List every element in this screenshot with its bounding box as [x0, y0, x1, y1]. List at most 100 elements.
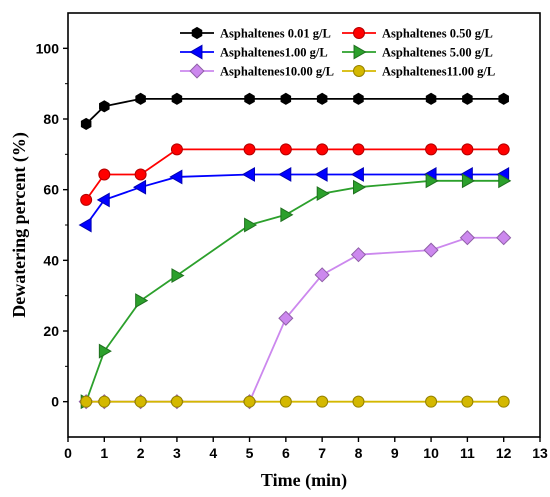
legend-entry: Asphaltenes10.00 g/L — [180, 63, 334, 79]
x-tick-label: 13 — [532, 445, 548, 461]
data-point — [135, 92, 146, 105]
data-point — [316, 395, 329, 408]
x-tick-label: 6 — [282, 445, 290, 461]
data-point — [498, 92, 509, 105]
x-tick-label: 12 — [496, 445, 512, 461]
data-point — [278, 167, 292, 182]
data-point — [314, 267, 330, 283]
y-tick-label: 80 — [43, 111, 59, 127]
x-tick-label: 4 — [209, 445, 217, 461]
legend-entry: Asphaltenes11.00 g/L — [342, 65, 495, 79]
data-point — [170, 143, 183, 156]
data-point — [98, 395, 111, 408]
legend-label: Asphaltenes1.00 g/L — [220, 46, 328, 60]
y-tick-label: 40 — [43, 252, 59, 268]
data-point — [244, 217, 258, 233]
x-tick-label: 1 — [100, 445, 108, 461]
x-axis-title: Time (min) — [261, 470, 347, 491]
data-point — [497, 395, 510, 408]
data-point — [241, 167, 255, 182]
legend-marker — [353, 65, 365, 77]
data-point — [461, 143, 474, 156]
x-tick-label: 3 — [173, 445, 181, 461]
data-point — [78, 217, 92, 233]
data-point — [134, 168, 147, 181]
data-point — [96, 192, 110, 208]
data-point — [352, 395, 365, 408]
data-point — [350, 247, 367, 263]
data-point — [280, 207, 294, 223]
data-point — [135, 293, 149, 309]
data-point — [423, 242, 439, 258]
legend-label: Asphaltenes11.00 g/L — [382, 65, 495, 79]
x-tick-label: 7 — [318, 445, 326, 461]
data-point — [461, 395, 474, 408]
series-line — [85, 179, 504, 402]
legend: Asphaltenes 0.01 g/L Asphaltenes 0.50 g/L… — [180, 27, 495, 79]
series-layer — [78, 92, 512, 410]
data-point — [498, 173, 512, 189]
x-tick-label: 8 — [355, 445, 363, 461]
data-point — [425, 92, 437, 105]
data-point — [425, 395, 438, 408]
y-tick-label: 20 — [43, 323, 59, 339]
data-point — [462, 92, 473, 105]
data-point — [243, 395, 256, 408]
y-axis-title: Dewatering percent (%) — [9, 132, 30, 318]
data-point — [279, 395, 292, 408]
series-line — [86, 236, 504, 403]
data-point — [99, 100, 110, 113]
data-point — [244, 92, 255, 105]
data-point — [98, 343, 112, 359]
legend-label: Asphaltenes 5.00 g/L — [382, 46, 493, 60]
legend-entry: Asphaltenes 0.50 g/L — [342, 27, 493, 41]
data-point — [243, 143, 256, 156]
x-tick-label: 10 — [423, 445, 439, 461]
legend-marker — [191, 26, 203, 40]
data-point — [352, 143, 365, 156]
data-point — [278, 310, 294, 326]
legend-entry: Asphaltenes 0.01 g/L — [180, 27, 331, 41]
data-point — [134, 395, 147, 408]
legend-entry: Asphaltenes1.00 g/L — [180, 44, 328, 60]
data-point — [169, 169, 183, 185]
data-point — [496, 230, 512, 246]
data-point — [80, 117, 92, 131]
y-tick-label: 100 — [36, 40, 60, 56]
data-point — [316, 186, 330, 202]
data-point — [80, 193, 93, 206]
data-point — [350, 167, 364, 182]
data-point — [353, 179, 367, 195]
data-point — [133, 179, 147, 195]
y-tick-label: 0 — [51, 394, 59, 410]
y-tick-label: 60 — [43, 182, 59, 198]
series-6 — [80, 395, 510, 408]
data-point — [98, 168, 111, 181]
data-point — [425, 173, 439, 189]
series-line — [85, 97, 504, 125]
data-point — [316, 143, 329, 156]
data-point — [171, 92, 183, 105]
x-tick-label: 9 — [391, 445, 399, 461]
series-1 — [80, 92, 509, 131]
data-point — [171, 268, 185, 283]
legend-label: Asphaltenes10.00 g/L — [220, 65, 334, 79]
data-point — [425, 143, 438, 156]
x-tick-label: 2 — [137, 445, 145, 461]
legend-label: Asphaltenes 0.01 g/L — [220, 27, 331, 41]
legend-marker — [189, 63, 205, 79]
x-tick-label: 11 — [460, 445, 475, 461]
series-3 — [78, 167, 510, 233]
legend-marker — [189, 44, 203, 60]
data-point — [497, 143, 510, 156]
data-point — [170, 395, 183, 408]
legend-entry: Asphaltenes 5.00 g/L — [342, 44, 493, 60]
data-point — [353, 92, 364, 105]
series-2 — [80, 143, 510, 206]
data-point — [314, 167, 328, 182]
x-tick-label: 5 — [246, 445, 254, 461]
data-point — [80, 395, 93, 408]
data-point — [280, 92, 292, 105]
series-5 — [78, 230, 512, 410]
